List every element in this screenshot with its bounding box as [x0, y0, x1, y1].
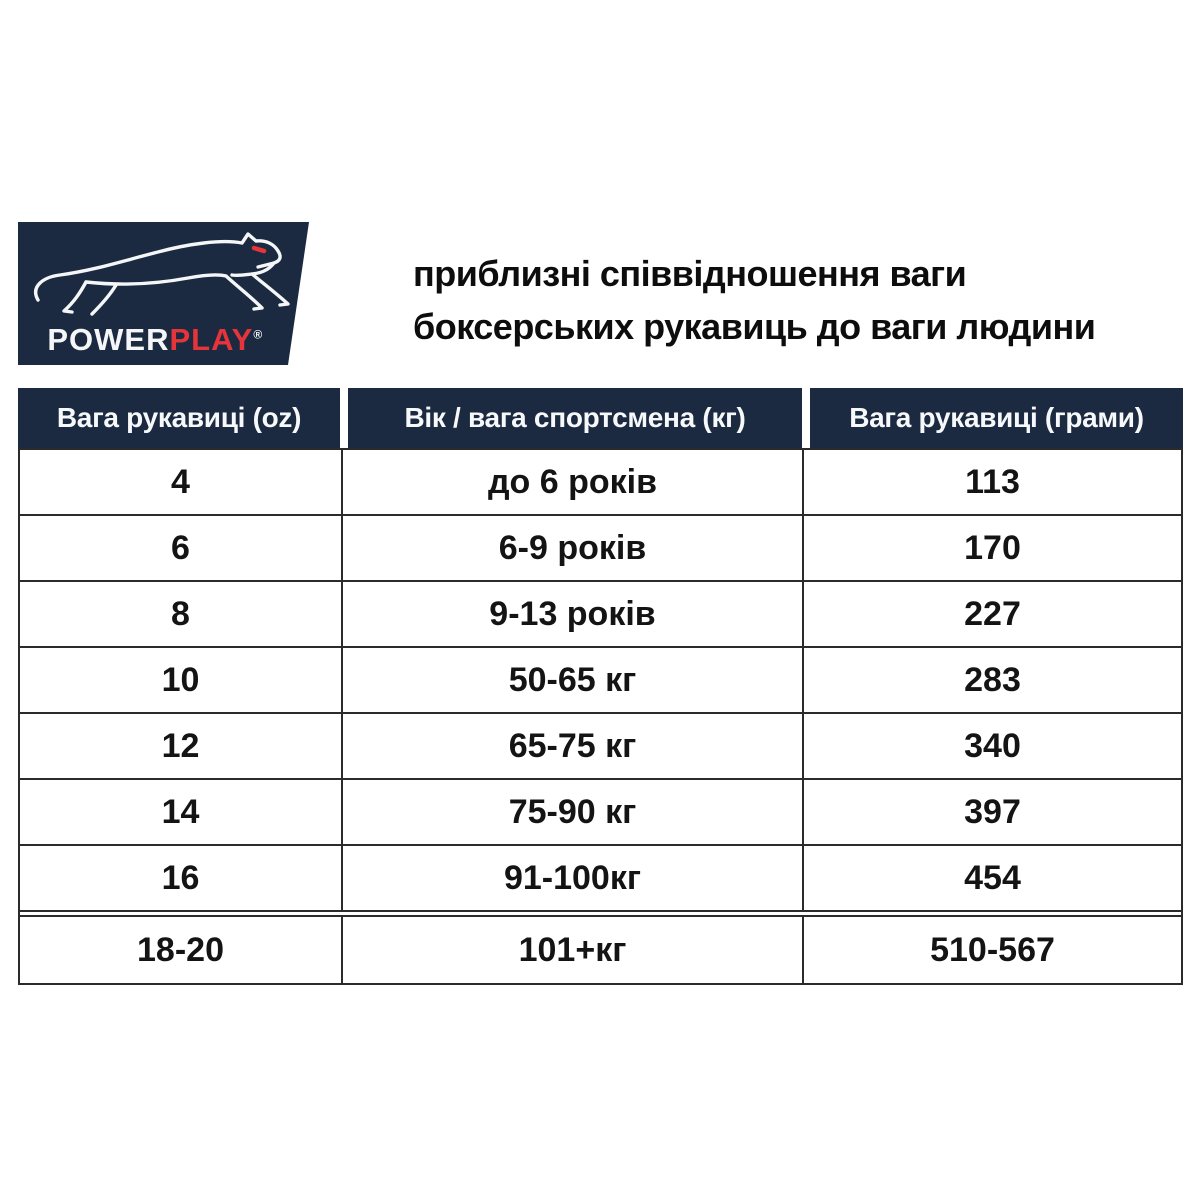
cell-age-weight: 65-75 кг — [341, 714, 802, 778]
cell-grams: 227 — [802, 582, 1181, 646]
cell-grams: 510-567 — [802, 917, 1181, 983]
cell-glove-oz: 10 — [161, 660, 200, 699]
header-glove-weight-grams: Вага рукавиці (грами) — [802, 388, 1183, 448]
table-row: 8 9-13 років 227 — [20, 580, 1181, 646]
table-row: 18-20 101+кг 510-567 — [20, 910, 1181, 983]
table-row: 12 65-75 кг 340 — [20, 712, 1181, 778]
cell-age-weight: 6-9 років — [341, 516, 802, 580]
glove-size-table: Вага рукавиці (oz) Вік / вага спортсмена… — [18, 388, 1183, 985]
cell-grams: 397 — [802, 780, 1181, 844]
cell-grams: 340 — [802, 714, 1181, 778]
cell-grams: 113 — [802, 450, 1181, 514]
panther-icon — [30, 230, 292, 316]
brand-play: PLAY — [169, 322, 254, 357]
header-glove-weight-oz: Вага рукавиці (oz) — [18, 388, 340, 448]
title-line-1: приблизні співвідношення ваги — [413, 253, 967, 294]
cell-age-weight: до 6 років — [341, 450, 802, 514]
table-body: 4 до 6 років 113 6 6-9 років 170 8 9-13 … — [18, 448, 1183, 985]
cell-glove-oz: 18-20 — [137, 930, 224, 969]
header-age-athlete-weight: Вік / вага спортсмена (кг) — [340, 388, 802, 448]
table-row: 14 75-90 кг 397 — [20, 778, 1181, 844]
cell-glove-oz: 12 — [161, 726, 200, 765]
cell-glove-oz: 14 — [161, 792, 200, 831]
registered-mark: ® — [253, 327, 263, 342]
title-line-2: боксерських рукавиць до ваги людини — [413, 306, 1096, 347]
brand-wordmark: POWERPLAY® — [18, 322, 292, 358]
cell-age-weight: 75-90 кг — [341, 780, 802, 844]
cell-glove-oz: 16 — [161, 858, 200, 897]
cell-glove-oz: 6 — [171, 528, 190, 567]
cell-age-weight: 9-13 років — [341, 582, 802, 646]
cell-age-weight: 50-65 кг — [341, 648, 802, 712]
table-row: 10 50-65 кг 283 — [20, 646, 1181, 712]
cell-glove-oz: 4 — [171, 462, 190, 501]
cell-grams: 454 — [802, 846, 1181, 910]
table-row: 4 до 6 років 113 — [20, 450, 1181, 514]
cell-grams: 170 — [802, 516, 1181, 580]
brand-power: POWER — [47, 322, 170, 357]
table-row: 6 6-9 років 170 — [20, 514, 1181, 580]
cell-age-weight: 101+кг — [341, 917, 802, 983]
cell-grams: 283 — [802, 648, 1181, 712]
page-title: приблизні співвідношення ваги боксерськи… — [413, 247, 1173, 353]
cell-age-weight: 91-100кг — [341, 846, 802, 910]
powerplay-logo: POWERPLAY® — [18, 222, 309, 365]
cell-glove-oz: 8 — [171, 594, 190, 633]
table-row: 16 91-100кг 454 — [20, 844, 1181, 910]
table-header-row: Вага рукавиці (oz) Вік / вага спортсмена… — [18, 388, 1183, 448]
